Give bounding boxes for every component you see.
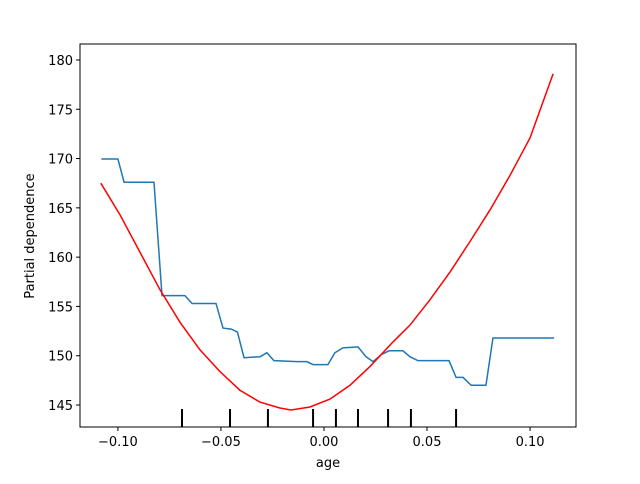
line xyxy=(101,158,555,387)
y-tick-label: 170 xyxy=(48,153,73,168)
x-tick-label: −0.05 xyxy=(201,435,241,450)
y-tick-label: 175 xyxy=(48,103,73,118)
y-tick-label: 180 xyxy=(48,54,73,69)
y-tick-label: 160 xyxy=(48,251,73,266)
y-tick-label: 165 xyxy=(48,202,73,217)
x-tick-label: 0.10 xyxy=(516,435,545,450)
x-tick-label: 0.05 xyxy=(413,435,442,450)
line xyxy=(100,73,554,411)
y-tick-label: 150 xyxy=(48,350,73,365)
y-tick-label: 155 xyxy=(48,300,73,315)
plot-frame xyxy=(79,43,577,428)
x-axis-label: age xyxy=(316,456,340,471)
y-tick-label: 145 xyxy=(48,399,73,414)
y-axis-label: Partial dependence xyxy=(23,173,38,298)
x-tick-label: 0.00 xyxy=(310,435,339,450)
x-tick-label: −0.10 xyxy=(98,435,138,450)
